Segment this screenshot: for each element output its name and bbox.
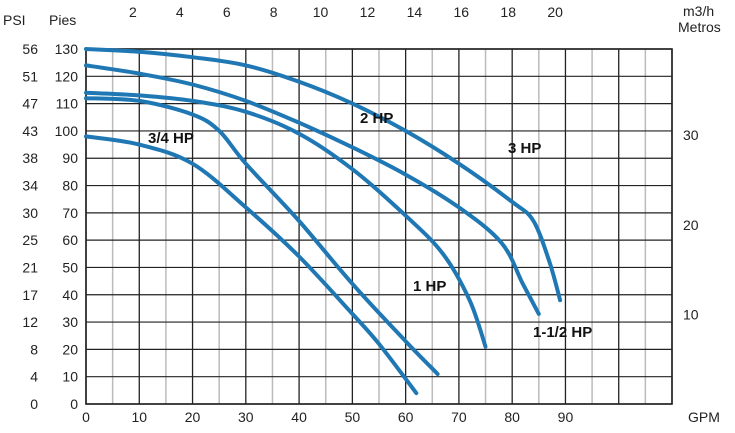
x-tick-gpm: 50 [345, 409, 361, 425]
label-2-hp: 2 HP [360, 110, 393, 127]
y-tick-feet: 0 [70, 396, 78, 412]
x-tick-gpm: 0 [82, 409, 90, 425]
x-tick-gpm: 10 [131, 409, 147, 425]
y-tick-psi: 38 [22, 150, 38, 166]
x-tick-gpm: 60 [398, 409, 414, 425]
x-tick-m3h: 14 [407, 4, 423, 20]
label-3-4-hp: 3/4 HP [148, 130, 194, 147]
x-tick-gpm: 70 [451, 409, 467, 425]
y-tick-feet: 20 [62, 341, 78, 357]
curve-1-1-2-hp [84, 90, 488, 349]
x-tick-m3h: 16 [453, 4, 469, 20]
x-tick-m3h: 4 [176, 4, 184, 20]
curve-1-hp [84, 96, 440, 376]
x-tick-gpm: 40 [291, 409, 307, 425]
y-tick-feet: 90 [62, 150, 78, 166]
gpm-axis-title: GPM [688, 409, 720, 425]
y-tick-psi: 47 [22, 96, 38, 112]
y-tick-psi: 34 [22, 178, 38, 194]
y-tick-feet: 60 [62, 232, 78, 248]
x-tick-m3h: 18 [500, 4, 516, 20]
y-tick-psi: 30 [22, 205, 38, 221]
y-tick-psi: 17 [22, 287, 38, 303]
curve-3-hp [84, 47, 563, 303]
psi-axis-title: PSI [3, 12, 26, 28]
y-tick-psi: 25 [22, 232, 38, 248]
y-tick-psi: 4 [30, 369, 38, 385]
y-tick-meters: 30 [683, 127, 699, 143]
y-tick-feet: 110 [56, 96, 79, 112]
label-3-hp: 3 HP [508, 140, 541, 157]
y-tick-psi: 56 [22, 41, 38, 57]
y-tick-psi: 12 [22, 314, 38, 330]
x-tick-m3h: 10 [313, 4, 329, 20]
y-tick-feet: 120 [55, 68, 79, 84]
x-tick-m3h: 20 [547, 4, 563, 20]
x-tick-m3h: 12 [360, 4, 376, 20]
plot-frame [85, 48, 673, 405]
y-tick-feet: 10 [62, 369, 78, 385]
x-tick-m3h: 2 [129, 4, 137, 20]
m3h-axis-title: m3/h [683, 3, 714, 19]
meters-axis-title: Metros [678, 19, 721, 35]
y-tick-feet: 50 [62, 259, 78, 275]
y-tick-feet: 100 [55, 123, 79, 139]
y-tick-meters: 10 [683, 306, 699, 322]
x-tick-gpm: 80 [504, 409, 520, 425]
y-tick-psi: 43 [22, 123, 38, 139]
y-tick-feet: 40 [62, 287, 78, 303]
y-tick-feet: 130 [55, 41, 79, 57]
y-tick-psi: 8 [30, 341, 38, 357]
grid [85, 48, 673, 405]
curve-2-hp [84, 63, 541, 316]
label-1-hp: 1 HP [413, 278, 446, 295]
label-1-1-2-hp: 1-1/2 HP [533, 324, 592, 341]
feet-axis-title: Pies [49, 12, 76, 28]
x-tick-m3h: 6 [223, 4, 231, 20]
curves [84, 47, 563, 396]
y-tick-psi: 0 [30, 396, 38, 412]
curve-3-4-hp [84, 134, 419, 396]
y-tick-feet: 70 [62, 205, 78, 221]
x-tick-gpm: 20 [185, 409, 201, 425]
x-tick-gpm: 90 [558, 409, 574, 425]
y-tick-psi: 21 [22, 259, 38, 275]
x-tick-m3h: 8 [270, 4, 278, 20]
x-tick-gpm: 30 [238, 409, 254, 425]
y-tick-feet: 30 [62, 314, 78, 330]
y-tick-feet: 80 [62, 178, 78, 194]
y-tick-meters: 20 [683, 217, 699, 233]
tick-labels: 0 10 20 30 40 50 60 70 80 902 4 6 8 10 12 14 16 18 2001020… [22, 4, 698, 425]
y-tick-psi: 51 [22, 68, 38, 84]
